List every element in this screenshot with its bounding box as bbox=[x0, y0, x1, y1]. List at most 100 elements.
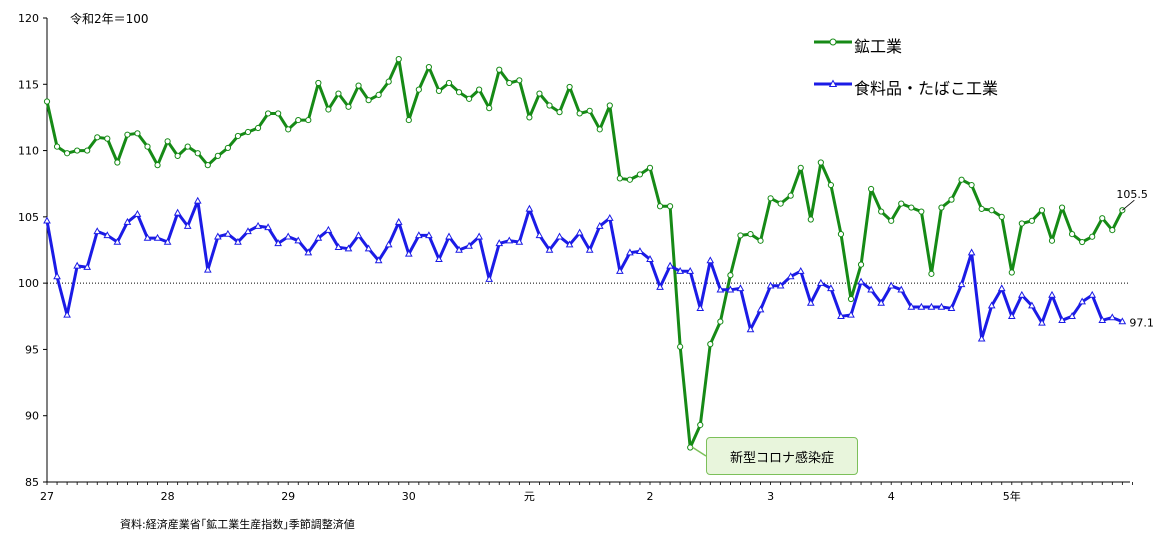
data-point bbox=[404, 249, 413, 257]
data-point bbox=[354, 231, 363, 239]
data-point bbox=[887, 281, 896, 289]
data-point bbox=[646, 255, 654, 262]
data-point bbox=[796, 266, 805, 274]
data-point bbox=[907, 302, 916, 310]
data-point bbox=[315, 79, 322, 87]
data-point bbox=[786, 272, 795, 280]
data-point bbox=[445, 232, 453, 240]
data-point bbox=[526, 114, 533, 121]
data-point bbox=[1058, 204, 1066, 211]
data-point bbox=[43, 98, 51, 105]
data-point bbox=[324, 225, 333, 233]
data-point bbox=[355, 82, 362, 89]
data-point bbox=[756, 305, 765, 313]
data-point bbox=[898, 200, 905, 207]
data-point bbox=[646, 164, 654, 171]
data-point bbox=[536, 90, 543, 97]
data-point bbox=[857, 261, 865, 268]
y-tick-label: 85 bbox=[25, 476, 39, 489]
data-point bbox=[64, 150, 71, 157]
data-point bbox=[1008, 269, 1015, 276]
data-point bbox=[163, 237, 172, 245]
data-point bbox=[325, 106, 332, 113]
legend-marker-1 bbox=[828, 79, 838, 87]
data-point bbox=[93, 227, 102, 235]
data-point bbox=[1088, 290, 1097, 298]
data-point bbox=[868, 185, 875, 193]
data-point bbox=[1048, 290, 1056, 298]
data-point bbox=[53, 272, 61, 280]
data-point bbox=[878, 208, 885, 215]
data-point bbox=[697, 421, 704, 429]
end-label-mining: 105.5 bbox=[1116, 188, 1148, 201]
data-point bbox=[234, 132, 242, 140]
data-point bbox=[837, 230, 845, 238]
data-point bbox=[294, 236, 303, 244]
data-point bbox=[546, 102, 553, 109]
data-point bbox=[1038, 207, 1046, 214]
data-point bbox=[365, 97, 372, 104]
data-point bbox=[606, 102, 613, 109]
data-point bbox=[244, 227, 252, 235]
x-tick-label: 27 bbox=[40, 490, 54, 503]
data-point bbox=[877, 298, 885, 306]
data-point bbox=[917, 302, 926, 310]
data-point bbox=[656, 203, 664, 210]
data-point bbox=[113, 237, 122, 245]
data-point bbox=[576, 110, 583, 117]
data-point bbox=[53, 143, 61, 150]
data-point bbox=[445, 79, 453, 87]
data-point bbox=[1099, 215, 1106, 222]
data-point bbox=[425, 231, 433, 239]
data-point bbox=[716, 285, 725, 293]
data-point bbox=[1068, 312, 1076, 319]
data-point bbox=[977, 334, 986, 342]
data-point bbox=[937, 302, 946, 310]
data-point bbox=[575, 228, 584, 236]
data-point bbox=[988, 207, 995, 214]
x-tick-label: 3 bbox=[767, 490, 774, 503]
data-point bbox=[636, 171, 644, 178]
data-point bbox=[1028, 301, 1036, 309]
data-point bbox=[927, 302, 936, 310]
data-point bbox=[74, 147, 81, 154]
data-point bbox=[535, 231, 544, 239]
x-tick-label: 5年 bbox=[1003, 489, 1021, 503]
data-point bbox=[124, 131, 131, 138]
series-line-0 bbox=[45, 57, 1124, 449]
end-label-food: 97.1 bbox=[1129, 317, 1154, 330]
data-point bbox=[83, 263, 92, 270]
data-point bbox=[84, 147, 91, 154]
legend-label-food: 食料品・たばこ工業 bbox=[854, 79, 999, 98]
data-point bbox=[203, 265, 212, 273]
data-point bbox=[214, 152, 221, 159]
data-point bbox=[545, 245, 554, 253]
x-tick-label: 28 bbox=[161, 490, 175, 503]
data-point bbox=[104, 135, 111, 142]
data-point bbox=[285, 126, 292, 133]
data-point bbox=[134, 130, 141, 137]
data-point bbox=[334, 243, 343, 251]
data-point bbox=[616, 175, 623, 182]
data-point bbox=[244, 128, 252, 136]
data-point bbox=[978, 205, 985, 213]
data-point bbox=[275, 110, 282, 117]
data-point bbox=[928, 270, 935, 277]
data-point bbox=[757, 237, 764, 244]
data-point bbox=[496, 66, 503, 73]
legend-marker-0 bbox=[829, 38, 837, 46]
data-point bbox=[475, 232, 483, 240]
x-tick-label: 4 bbox=[888, 490, 895, 503]
data-point bbox=[1078, 297, 1086, 305]
data-point bbox=[364, 244, 373, 252]
data-point bbox=[626, 176, 634, 183]
data-point bbox=[626, 248, 634, 256]
data-point bbox=[997, 284, 1006, 292]
data-point bbox=[1048, 237, 1056, 244]
y-tick-label: 120 bbox=[18, 12, 39, 25]
data-point bbox=[516, 77, 523, 84]
y-tick-label: 115 bbox=[18, 78, 39, 91]
data-point bbox=[1018, 220, 1025, 227]
data-point bbox=[605, 213, 614, 221]
